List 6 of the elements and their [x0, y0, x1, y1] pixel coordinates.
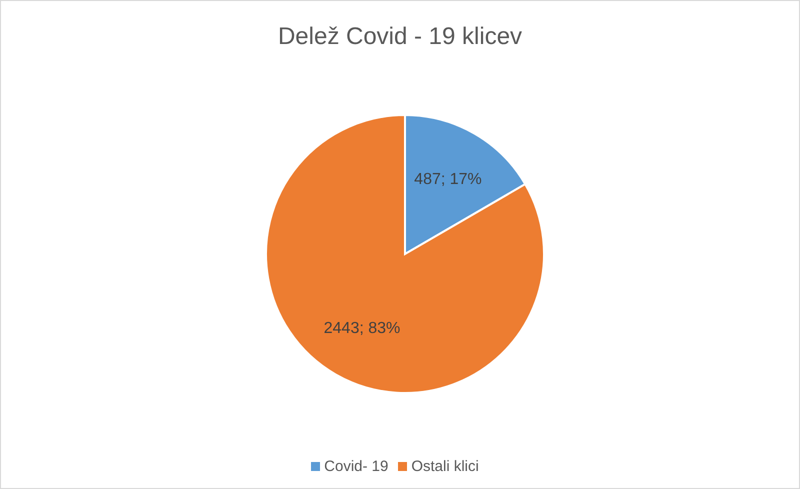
legend-label: Ostali klici: [411, 458, 479, 475]
data-label: 487; 17%: [414, 170, 482, 188]
data-label: 2443; 83%: [324, 320, 400, 338]
pie-slice: [265, 114, 545, 394]
legend-label: Covid- 19: [324, 458, 388, 475]
chart-title: Delež Covid - 19 klicev: [276, 23, 524, 51]
